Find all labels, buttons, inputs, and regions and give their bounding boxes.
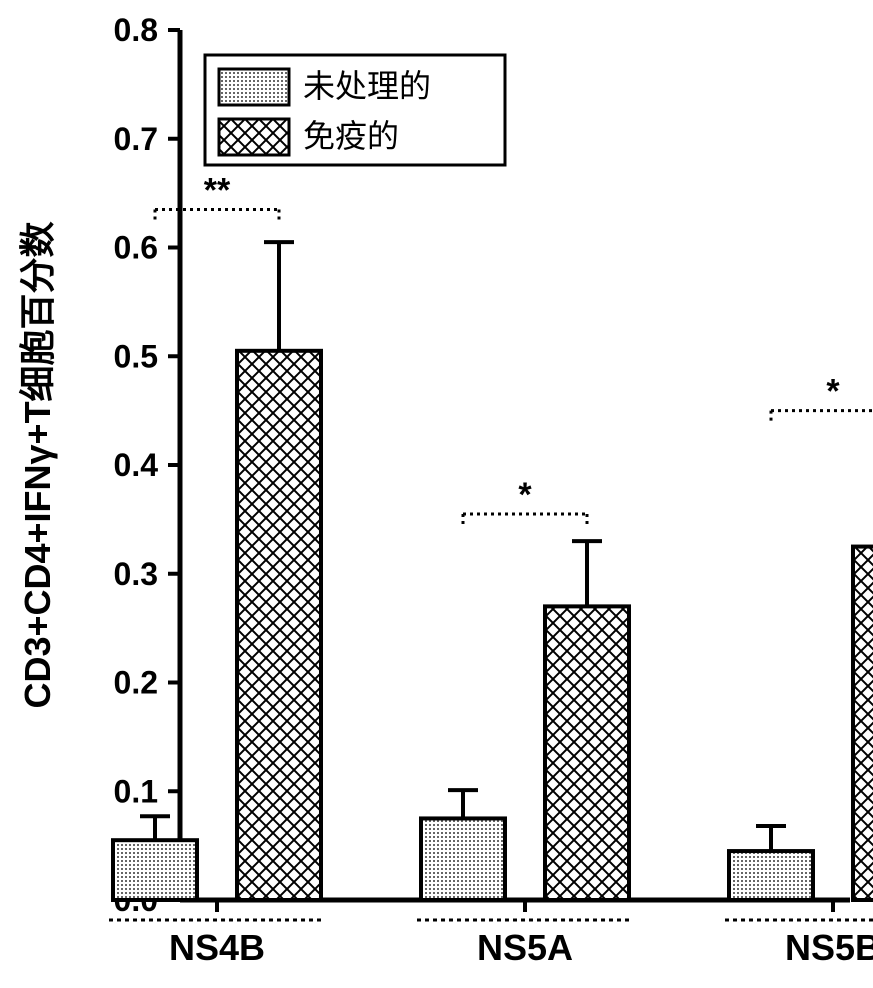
x-tick-label: NS5B [785, 927, 873, 968]
legend-label-immunized: 免疫的 [303, 118, 399, 154]
chart-svg: 0.00.10.20.30.40.50.60.70.8CD3+CD4+IFNγ+… [0, 0, 873, 988]
significance-label: * [826, 373, 840, 411]
y-tick-label: 0.3 [114, 556, 158, 592]
y-tick-label: 0.8 [114, 12, 158, 48]
y-tick-label: 0.4 [114, 447, 159, 483]
y-tick-label: 0.6 [114, 230, 158, 266]
legend-swatch-untreated [219, 69, 289, 105]
y-tick-label: 0.5 [114, 338, 158, 374]
bar-untreated [113, 840, 197, 900]
x-tick-label: NS5A [477, 927, 573, 968]
significance-label: * [518, 476, 532, 514]
significance-label: ** [204, 171, 231, 209]
legend-swatch-immunized [219, 119, 289, 155]
bar-chart: 0.00.10.20.30.40.50.60.70.8CD3+CD4+IFNγ+… [0, 0, 873, 988]
bar-untreated [729, 851, 813, 900]
y-tick-label: 0.7 [114, 121, 158, 157]
legend-label-untreated: 未处理的 [303, 68, 431, 104]
bar-immunized [853, 547, 873, 900]
y-tick-label: 0.2 [114, 665, 158, 701]
y-axis-label: CD3+CD4+IFNγ+T细胞百分数 [17, 221, 58, 708]
bar-immunized [545, 606, 629, 900]
x-tick-label: NS4B [169, 927, 265, 968]
bar-immunized [237, 351, 321, 900]
bar-untreated [421, 818, 505, 900]
y-tick-label: 0.1 [114, 773, 158, 809]
